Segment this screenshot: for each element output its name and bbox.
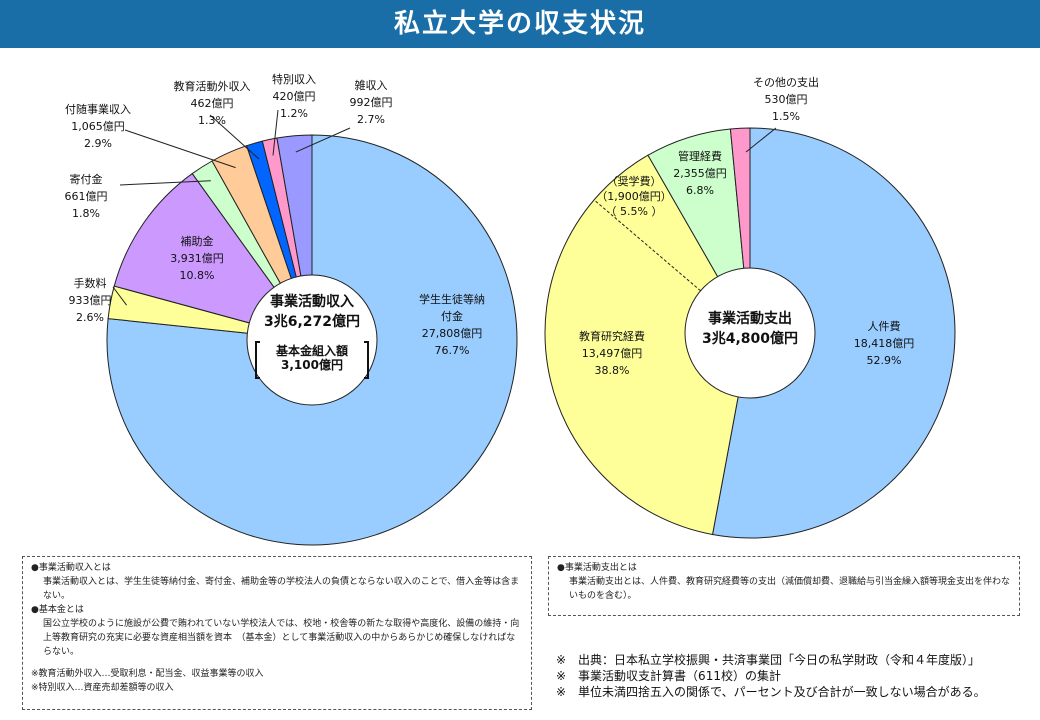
donut-hole bbox=[246, 274, 378, 406]
definition-body: 事業活動収入とは、学生生徒等納付金、寄付金、補助金等の学校法人の負債とならない収… bbox=[43, 577, 520, 601]
data-label-特別収入: 特別収入 420億円 1.2% bbox=[272, 72, 316, 120]
sub-item-label-line: （1,900億円） bbox=[596, 190, 672, 203]
center-sub-label-line: 基本金組入額 bbox=[275, 343, 348, 358]
definition-heading: ●基本金とは bbox=[31, 605, 84, 615]
data-label-寄付金-line: 1.8% bbox=[72, 207, 100, 220]
data-label-寄付金-line: 661億円 bbox=[65, 190, 108, 203]
income-definitions-box: ●事業活動収入とは 事業活動収入とは、学生生徒等納付金、寄付金、補助金等の学校法… bbox=[22, 556, 532, 710]
footnote: ※特別収入…資産売却差額等の収入 bbox=[31, 683, 174, 693]
definition-heading: ●事業活動収入とは bbox=[31, 563, 111, 573]
leader-line bbox=[272, 109, 279, 156]
center-label-line: 事業活動収入 bbox=[270, 293, 354, 310]
leader-line bbox=[209, 114, 260, 160]
source-notes: ※ 出典：日本私立学校振興・共済事業団「今日の私学財政（令和４年度版）」 ※ 事… bbox=[556, 652, 986, 700]
data-label-学生生徒等納付金-line: 付金 bbox=[441, 309, 463, 323]
data-label-教育研究経費-line: 38.8% bbox=[595, 364, 630, 377]
data-label-その他の支出: その他の支出 530億円 1.5% bbox=[753, 75, 819, 123]
leader-line bbox=[295, 127, 351, 153]
data-label-人件費: 人件費 18,418億円 52.9% bbox=[854, 319, 915, 367]
page-title: 私立大学の収支状況 bbox=[393, 9, 646, 39]
data-label-雑収入-line: 2.7% bbox=[357, 113, 385, 126]
center-label-line: 3兆4,800億円 bbox=[702, 330, 798, 347]
center-label-line: 事業活動支出 bbox=[708, 310, 792, 327]
charts-canvas: 学生生徒等納付金 27,808億円 76.7% 手数料 933億円 2.6% 補助金 3,93… bbox=[65, 72, 956, 546]
data-label-補助金-line: 補助金 bbox=[181, 234, 214, 248]
data-label-補助金: 補助金 3,931億円 10.8% bbox=[170, 234, 224, 282]
data-label-補助金-line: 3,931億円 bbox=[170, 252, 224, 265]
data-label-教育研究経費-line: 教育研究経費 bbox=[579, 329, 645, 343]
data-label-手数料-line: 手数料 bbox=[74, 276, 107, 290]
note-line: ※ 出典：日本私立学校振興・共済事業団「今日の私学財政（令和４年度版）」 bbox=[556, 653, 981, 667]
title-bar bbox=[0, 0, 1040, 48]
data-label-特別収入-line: 420億円 bbox=[273, 90, 316, 103]
leader-line bbox=[745, 127, 777, 153]
data-label-教育研究経費: 教育研究経費 13,497億円 38.8% bbox=[579, 329, 645, 377]
data-label-教育活動外収入-line: 1.3% bbox=[198, 114, 226, 127]
data-label-学生生徒等納付金-line: 27,808億円 bbox=[422, 327, 483, 340]
data-label-特別収入-line: 特別収入 bbox=[272, 72, 316, 86]
data-label-その他の支出-line: 530億円 bbox=[765, 93, 808, 106]
data-label-付随事業収入: 付随事業収入 1,065億円 2.9% bbox=[65, 102, 131, 150]
center-sub-label-line: 3,100億円 bbox=[281, 357, 343, 372]
data-label-学生生徒等納付金: 学生生徒等納付金 27,808億円 76.7% bbox=[419, 292, 485, 357]
data-label-管理経費-line: 6.8% bbox=[686, 184, 714, 197]
data-label-雑収入-line: 992億円 bbox=[350, 96, 393, 109]
leader-line bbox=[112, 286, 128, 306]
data-label-付随事業収入-line: 付随事業収入 bbox=[65, 102, 131, 116]
data-label-補助金-line: 10.8% bbox=[180, 269, 215, 282]
data-label-管理経費: 管理経費 2,355億円 6.8% bbox=[673, 149, 727, 197]
data-label-寄付金: 寄付金 661億円 1.8% bbox=[65, 172, 108, 220]
center-label-line: 3兆6,272億円 bbox=[264, 313, 360, 330]
income-donut-chart: 学生生徒等納付金 27,808億円 76.7% 手数料 933億円 2.6% 補助金 3,93… bbox=[65, 72, 518, 546]
bracket-right bbox=[364, 341, 369, 379]
data-label-雑収入: 雑収入 992億円 2.7% bbox=[350, 78, 393, 126]
footnote: ※教育活動外収入…受取利息・配当金、収益事業等の収入 bbox=[31, 669, 264, 679]
center-sub-label: 基本金組入額 3,100億円 bbox=[275, 343, 348, 372]
data-label-手数料: 手数料 933億円 2.6% bbox=[69, 276, 112, 324]
center-label: 事業活動収入 3兆6,272億円 bbox=[264, 293, 360, 330]
data-label-雑収入-line: 雑収入 bbox=[355, 78, 388, 92]
data-label-学生生徒等納付金-line: 学生生徒等納 bbox=[419, 292, 485, 306]
data-label-人件費-line: 人件費 bbox=[868, 319, 901, 333]
expenditure-definitions-box: ●事業活動支出とは 事業活動支出とは、人件費、教育研究経費等の支出（減価償却費、… bbox=[548, 556, 1020, 616]
donut-hole bbox=[684, 267, 816, 399]
definition-body: 国公立学校のように施設が公費で賄われていない学校法人では、校地・校舎等の新たな取… bbox=[43, 619, 520, 657]
data-label-人件費-line: 52.9% bbox=[867, 354, 902, 367]
sub-item-label-line: （奨学費） bbox=[607, 174, 662, 188]
expenditure-donut-chart: 人件費 18,418億円 52.9% 教育研究経費 13,497億円 38.8% 管理経費 2… bbox=[544, 75, 956, 539]
data-label-その他の支出-line: その他の支出 bbox=[753, 75, 819, 89]
data-label-手数料-line: 2.6% bbox=[76, 311, 104, 324]
definition-body: 事業活動支出とは、人件費、教育研究経費等の支出（減価償却費、退職給与引当金繰入額… bbox=[569, 577, 1011, 601]
data-label-特別収入-line: 1.2% bbox=[280, 107, 308, 120]
data-label-付随事業収入-line: 1,065億円 bbox=[71, 120, 125, 133]
data-label-手数料-line: 933億円 bbox=[69, 294, 112, 307]
data-label-その他の支出-line: 1.5% bbox=[772, 110, 800, 123]
sub-item-divider bbox=[593, 199, 701, 292]
data-label-人件費-line: 18,418億円 bbox=[854, 337, 915, 350]
data-label-寄付金-line: 寄付金 bbox=[70, 172, 103, 186]
bracket-left bbox=[255, 341, 260, 379]
data-label-管理経費-line: 2,355億円 bbox=[673, 167, 727, 180]
sub-item-label: （奨学費） （1,900億円） （ 5.5% ） bbox=[596, 174, 672, 218]
leader-line bbox=[124, 129, 236, 169]
data-label-学生生徒等納付金-line: 76.7% bbox=[435, 344, 470, 357]
leader-line bbox=[119, 180, 211, 186]
note-line: ※ 事業活動収支計算書（611校）の集計 bbox=[556, 669, 781, 683]
data-label-管理経費-line: 管理経費 bbox=[678, 149, 722, 163]
data-label-付随事業収入-line: 2.9% bbox=[84, 137, 112, 150]
center-label: 事業活動支出 3兆4,800億円 bbox=[702, 310, 798, 347]
sub-item-label-line: （ 5.5% ） bbox=[606, 205, 663, 218]
data-label-教育活動外収入-line: 教育活動外収入 bbox=[174, 79, 251, 93]
slice-教育研究経費 bbox=[544, 154, 751, 536]
definition-heading: ●事業活動支出とは bbox=[557, 563, 637, 573]
data-label-教育活動外収入: 教育活動外収入 462億円 1.3% bbox=[174, 79, 251, 127]
data-label-教育研究経費-line: 13,497億円 bbox=[582, 347, 643, 360]
data-label-教育活動外収入-line: 462億円 bbox=[191, 97, 234, 110]
note-line: ※ 単位未満四捨五入の関係で、パーセント及び合計が一致しない場合がある。 bbox=[556, 685, 986, 699]
slice-人件費 bbox=[711, 127, 956, 539]
